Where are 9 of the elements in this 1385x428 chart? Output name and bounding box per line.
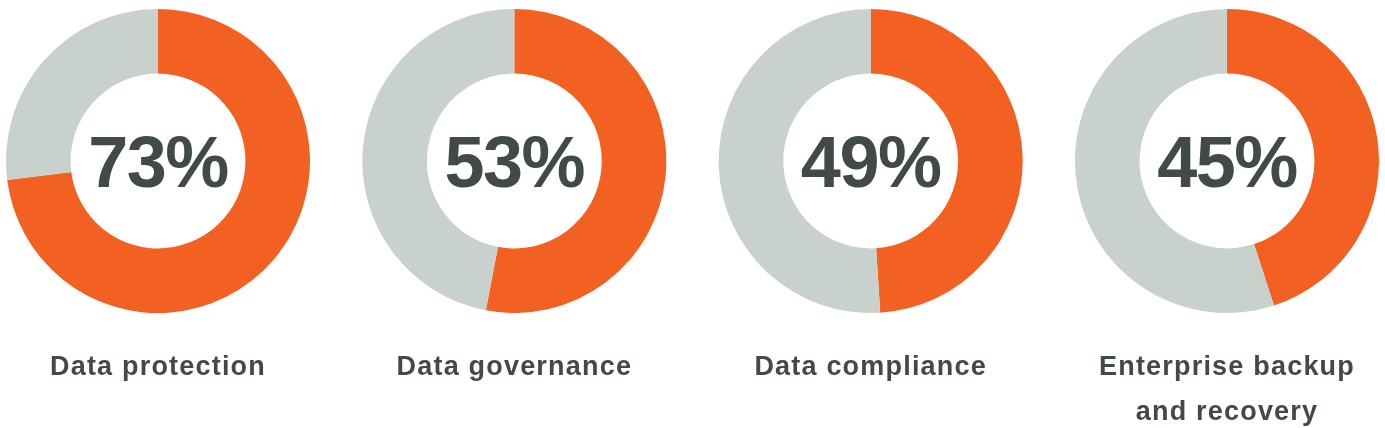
text: Data governance	[396, 351, 633, 381]
data-label: 53%	[444, 122, 585, 202]
text: Enterprise backup and recovery	[1099, 351, 1355, 426]
donut-slice	[7, 9, 310, 313]
text: Data compliance	[754, 351, 987, 381]
data-label: 73%	[88, 122, 229, 202]
data-label: 49%	[800, 122, 941, 202]
data-label: 45%	[1157, 122, 1298, 202]
text: Data protection	[49, 351, 267, 381]
